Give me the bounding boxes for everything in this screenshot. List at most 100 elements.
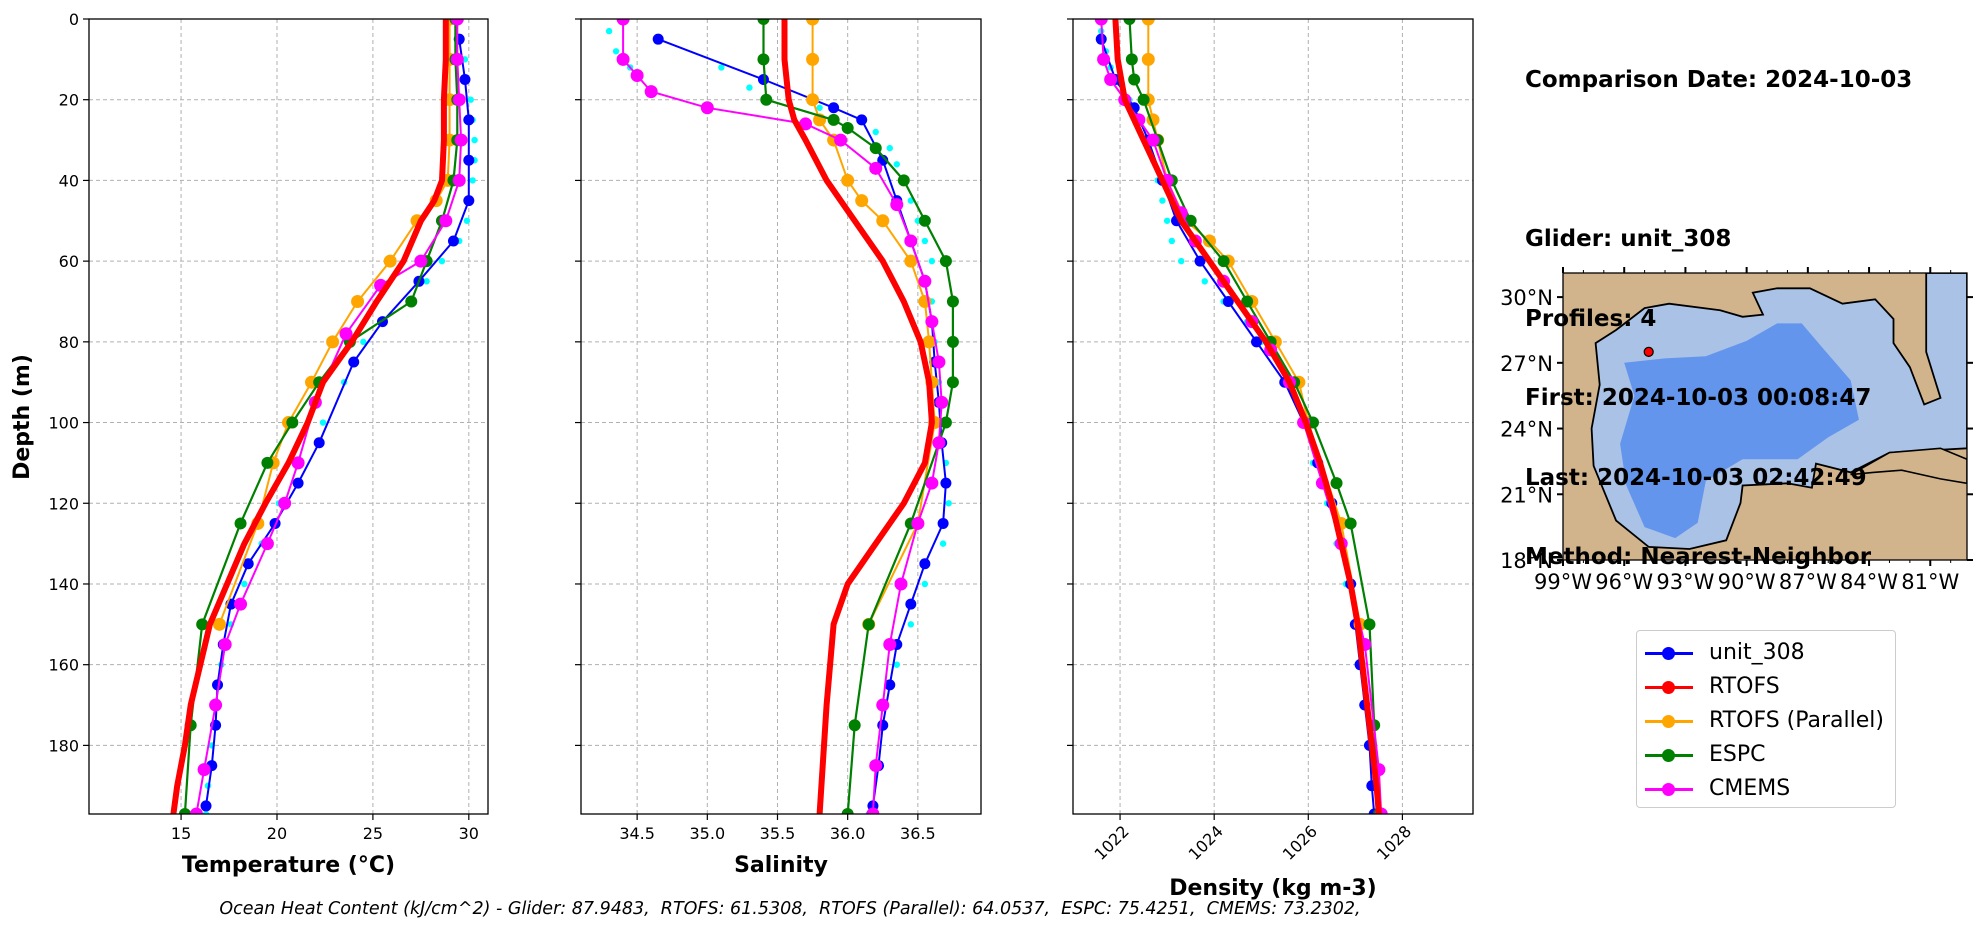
deep-basin (1620, 323, 1859, 539)
series-point (452, 173, 466, 187)
series-point (869, 161, 883, 175)
series-point (877, 154, 889, 166)
legend-marker (1662, 783, 1675, 796)
series-point (212, 679, 224, 691)
panel-data (605, 19, 959, 814)
series-point (1137, 93, 1150, 106)
comparison-date: Comparison Date: 2024-10-03 (1525, 67, 1913, 93)
raw-glider-point (893, 661, 900, 668)
x-axis-label: Density (kg m-3) (1169, 876, 1377, 901)
y-tick-label: 80 (59, 333, 79, 352)
series-point (463, 154, 475, 166)
series-point (1146, 133, 1160, 147)
raw-glider-point (202, 810, 210, 814)
profile-panels: 0 20 40 60 80 100 120 140 160 180 15 20 25 30 Temperat… (10, 10, 1474, 901)
series-point (939, 416, 952, 429)
series-point (806, 93, 820, 107)
raw-glider-point (1163, 217, 1171, 224)
series-point (1141, 19, 1155, 26)
series-point (178, 808, 191, 814)
ocean-heat-content-caption: Ocean Heat Content (kJ/cm^2) - Glider: 8… (219, 899, 1361, 919)
raw-glider-point (907, 621, 915, 628)
series-point (1251, 336, 1263, 348)
series-point (841, 808, 854, 814)
series-point (932, 355, 946, 369)
series-point (1217, 255, 1230, 268)
raw-glider-point (1201, 278, 1208, 285)
series-line-rtofs (1112, 19, 1382, 814)
legend-label: CMEMS (1709, 776, 1791, 801)
series-point (278, 496, 292, 510)
legend-marker (1662, 715, 1675, 728)
series-point (1125, 53, 1138, 66)
series-point (883, 638, 897, 652)
series-point (806, 19, 820, 26)
series-point (841, 173, 855, 187)
raw-glider-point (360, 338, 367, 346)
series-point (348, 356, 360, 368)
series-point (940, 477, 952, 489)
series-point (946, 376, 959, 389)
series-point (932, 436, 946, 450)
raw-glider-point (241, 580, 248, 588)
map-frame (1562, 272, 1968, 561)
series-point (197, 763, 211, 777)
series-line-cmems (622, 19, 943, 814)
series-point (463, 114, 475, 126)
legend-marker (1662, 749, 1675, 762)
y-tick-label: 60 (59, 252, 79, 271)
series-point (848, 719, 861, 732)
y-tick-label: 140 (48, 575, 79, 594)
y-tick-label: 120 (48, 494, 79, 513)
series-line-rtofs-parallel- (218, 19, 451, 625)
series-point (463, 195, 475, 207)
x-tick-label: 34.5 (619, 824, 655, 843)
x-tick-label: 35.5 (760, 824, 796, 843)
series-point (1363, 618, 1376, 631)
series-point (799, 117, 813, 131)
series-point (904, 254, 918, 268)
raw-glider-point (718, 64, 725, 71)
series-point (1104, 73, 1118, 87)
lat-label: 30°N (1500, 286, 1553, 310)
x-tick-label: 1028 (1373, 822, 1415, 864)
raw-glider-point (471, 136, 478, 144)
series-point (700, 101, 714, 115)
series-point (828, 102, 840, 114)
series-point (313, 437, 325, 449)
series-point (946, 335, 959, 348)
x-tick-label: 15 (171, 824, 191, 843)
series-point (212, 617, 226, 631)
info-spacer (1525, 147, 1912, 174)
profile-count: Profiles: 4 (1525, 305, 1657, 332)
lat-label: 21°N (1500, 483, 1553, 507)
x-tick-label: 20 (267, 824, 287, 843)
series-point (1202, 234, 1216, 248)
profile-panel: 0 20 40 60 80 100 120 140 160 180 15 20 25 30 Temperat… (48, 10, 489, 878)
series-point (806, 52, 820, 66)
lat-label: 18°N (1500, 549, 1553, 573)
series-point (292, 477, 304, 489)
raw-glider-point (746, 84, 753, 91)
raw-glider-point (605, 27, 613, 35)
legend-item: RTOFS (Parallel) (1637, 704, 1895, 738)
raw-glider-point (423, 278, 430, 285)
raw-glider-point (816, 104, 823, 111)
y-axis-label: Depth (m) (10, 354, 35, 480)
series-point (757, 74, 769, 86)
series-point (760, 93, 773, 106)
x-tick-label: 36.5 (900, 824, 936, 843)
series-point (876, 698, 890, 712)
legend: unit_308 RTOFS RTOFS (Parallel) ESPC CME… (1636, 630, 1896, 808)
y-tick-label: 180 (48, 736, 79, 755)
raw-glider-point (945, 500, 952, 507)
series-point (1097, 52, 1111, 66)
series-point (884, 679, 896, 691)
series-point (1094, 19, 1108, 26)
last-time: Last: 2024-10-03 02:42:49 (1525, 464, 1867, 491)
series-line-unit-308 (1100, 38, 1376, 814)
raw-glider-point (1178, 257, 1185, 265)
lon-label: 90°W (1718, 570, 1776, 594)
series-point (911, 516, 925, 530)
